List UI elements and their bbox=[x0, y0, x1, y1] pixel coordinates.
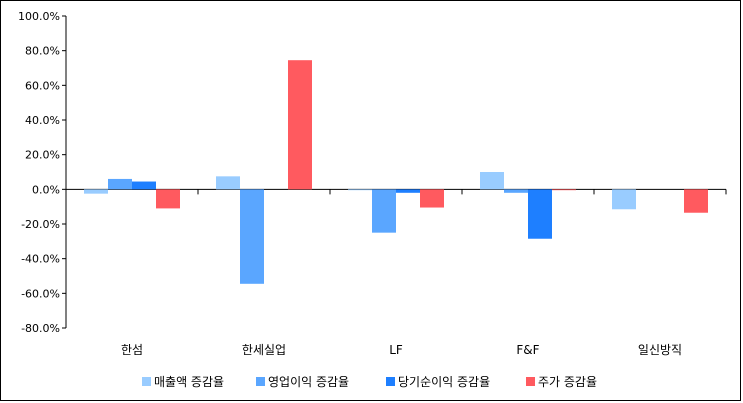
bars bbox=[84, 60, 708, 284]
bar bbox=[420, 189, 444, 208]
bar bbox=[348, 189, 372, 191]
y-tick-label: -20.0% bbox=[21, 218, 60, 231]
y-tick-label: -40.0% bbox=[21, 253, 60, 266]
legend-label: 주가 증감율 bbox=[538, 375, 597, 389]
y-axis: 100.0% 80.0% 60.0% 40.0% 20.0% 0.0% -20.0% -40.… bbox=[18, 10, 67, 335]
legend-swatch bbox=[256, 377, 265, 386]
bar bbox=[132, 181, 156, 190]
bar bbox=[216, 176, 240, 190]
bar bbox=[84, 189, 108, 194]
legend-label: 매출액 증감율 bbox=[154, 375, 224, 389]
x-tick-label: F&F bbox=[516, 343, 539, 357]
x-tick-label: LF bbox=[389, 343, 403, 357]
x-tick-label: 일신방직 bbox=[638, 343, 682, 357]
legend-swatch bbox=[386, 377, 395, 386]
bar bbox=[612, 189, 636, 210]
legend-swatch bbox=[526, 377, 535, 386]
y-tick-label: 40.0% bbox=[25, 114, 60, 127]
y-tick-label: 80.0% bbox=[25, 45, 60, 58]
bar bbox=[156, 189, 180, 209]
bar bbox=[552, 189, 576, 191]
y-tick-label: 0.0% bbox=[32, 183, 60, 196]
bar bbox=[108, 178, 132, 190]
bar bbox=[288, 60, 312, 190]
legend: 매출액 증감율 영업이익 증감율 당기순이익 증감율 주가 증감율 bbox=[142, 375, 597, 389]
y-tick-label: 20.0% bbox=[25, 149, 60, 162]
y-tick-label: -60.0% bbox=[21, 287, 60, 300]
y-tick-label: -80.0% bbox=[21, 322, 60, 335]
y-tick-label: 100.0% bbox=[18, 10, 60, 23]
legend-label: 영업이익 증감율 bbox=[268, 375, 349, 389]
bar bbox=[480, 172, 504, 190]
bar bbox=[504, 189, 528, 193]
bar bbox=[372, 189, 396, 233]
y-tick-label: 60.0% bbox=[25, 79, 60, 92]
x-tick-label: 한세실업 bbox=[242, 343, 286, 357]
x-tick-label: 한섬 bbox=[121, 343, 143, 357]
legend-swatch bbox=[142, 377, 151, 386]
legend-label: 당기순이익 증감율 bbox=[398, 375, 490, 389]
bar bbox=[396, 189, 420, 193]
bar bbox=[684, 189, 708, 213]
bar bbox=[240, 189, 264, 284]
bar bbox=[528, 189, 552, 239]
